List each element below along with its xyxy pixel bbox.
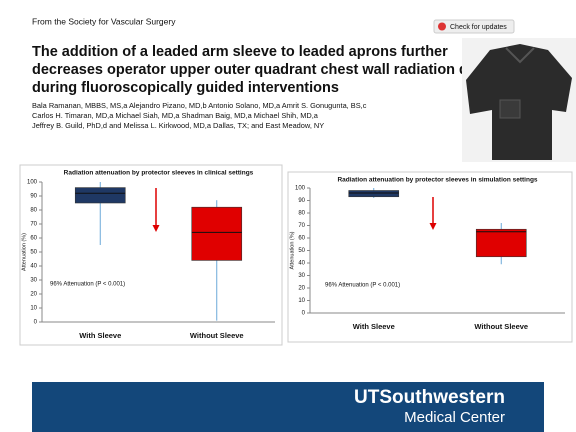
y-axis-label: Attenuation (%) [289,231,295,269]
y-tick-label: 70 [30,222,37,228]
y-tick-label: 90 [298,198,305,204]
author-line: Jeffrey B. Guild, PhD,d and Melissa L. K… [32,121,324,130]
x-tick-label: With Sleeve [353,322,395,331]
y-tick-label: 0 [34,320,38,326]
y-tick-label: 40 [298,261,305,267]
button-label[interactable]: Check for updates [450,24,507,31]
y-tick-label: 90 [30,194,37,200]
button-box[interactable] [433,19,515,34]
y-tick-label: 10 [298,298,305,304]
y-tick-label: 50 [30,250,37,256]
arrow-head [429,223,437,230]
chart-title: Radiation attenuation by protector sleev… [337,177,537,184]
chart-frame [287,171,573,343]
footer-banner [32,382,544,432]
chart-title: Radiation attenuation by protector sleev… [64,170,254,177]
y-tick-label: 100 [27,180,38,186]
title-line: decreases operator upper outer quadrant … [32,62,493,78]
x-tick-label: Without Sleeve [190,331,244,340]
button-icon [438,22,446,31]
x-tick-label: With Sleeve [79,331,121,340]
footer-sub: Medical Center [404,409,505,426]
author-line: Bala Ramanan, MBBS, MS,a Alejandro Pizan… [32,101,367,110]
arrow-head [152,225,160,232]
pocket [499,99,521,119]
check-updates[interactable]: Check for updates [433,19,515,34]
y-tick-label: 30 [30,278,37,284]
title-line: during fluoroscopically guided intervent… [32,80,339,96]
y-tick-label: 100 [295,186,306,192]
author-line: Carlos H. Timaran, MD,a Michael Siah, MD… [32,111,319,120]
collar [505,47,535,64]
y-tick-label: 60 [298,236,305,242]
box [348,190,400,198]
footer-name: UTSouthwestern [354,387,505,408]
y-tick-label: 0 [302,311,306,317]
annotation: 96% Attenuation (P < 0.001) [50,282,125,288]
annotation: 96% Attenuation (P < 0.001) [325,283,400,289]
y-tick-label: 30 [298,273,305,279]
box [74,187,126,204]
y-tick-label: 40 [30,264,37,270]
y-tick-label: 20 [30,292,37,298]
title-line: The addition of a leaded arm sleeve to l… [32,44,448,60]
vest-photo [462,38,576,162]
y-tick-label: 70 [298,223,305,229]
source: From the Society for Vascular Surgery [32,16,176,26]
y-tick-label: 80 [30,208,37,214]
y-tick-label: 60 [30,236,37,242]
x-tick-label: Without Sleeve [474,322,528,331]
box [191,206,243,261]
y-tick-label: 10 [30,306,37,312]
y-tick-label: 20 [298,286,305,292]
chart-frame [19,164,283,346]
y-tick-label: 80 [298,211,305,217]
y-axis-label: Attenuation (%) [21,233,27,271]
box [475,228,527,258]
y-tick-label: 50 [298,248,305,254]
